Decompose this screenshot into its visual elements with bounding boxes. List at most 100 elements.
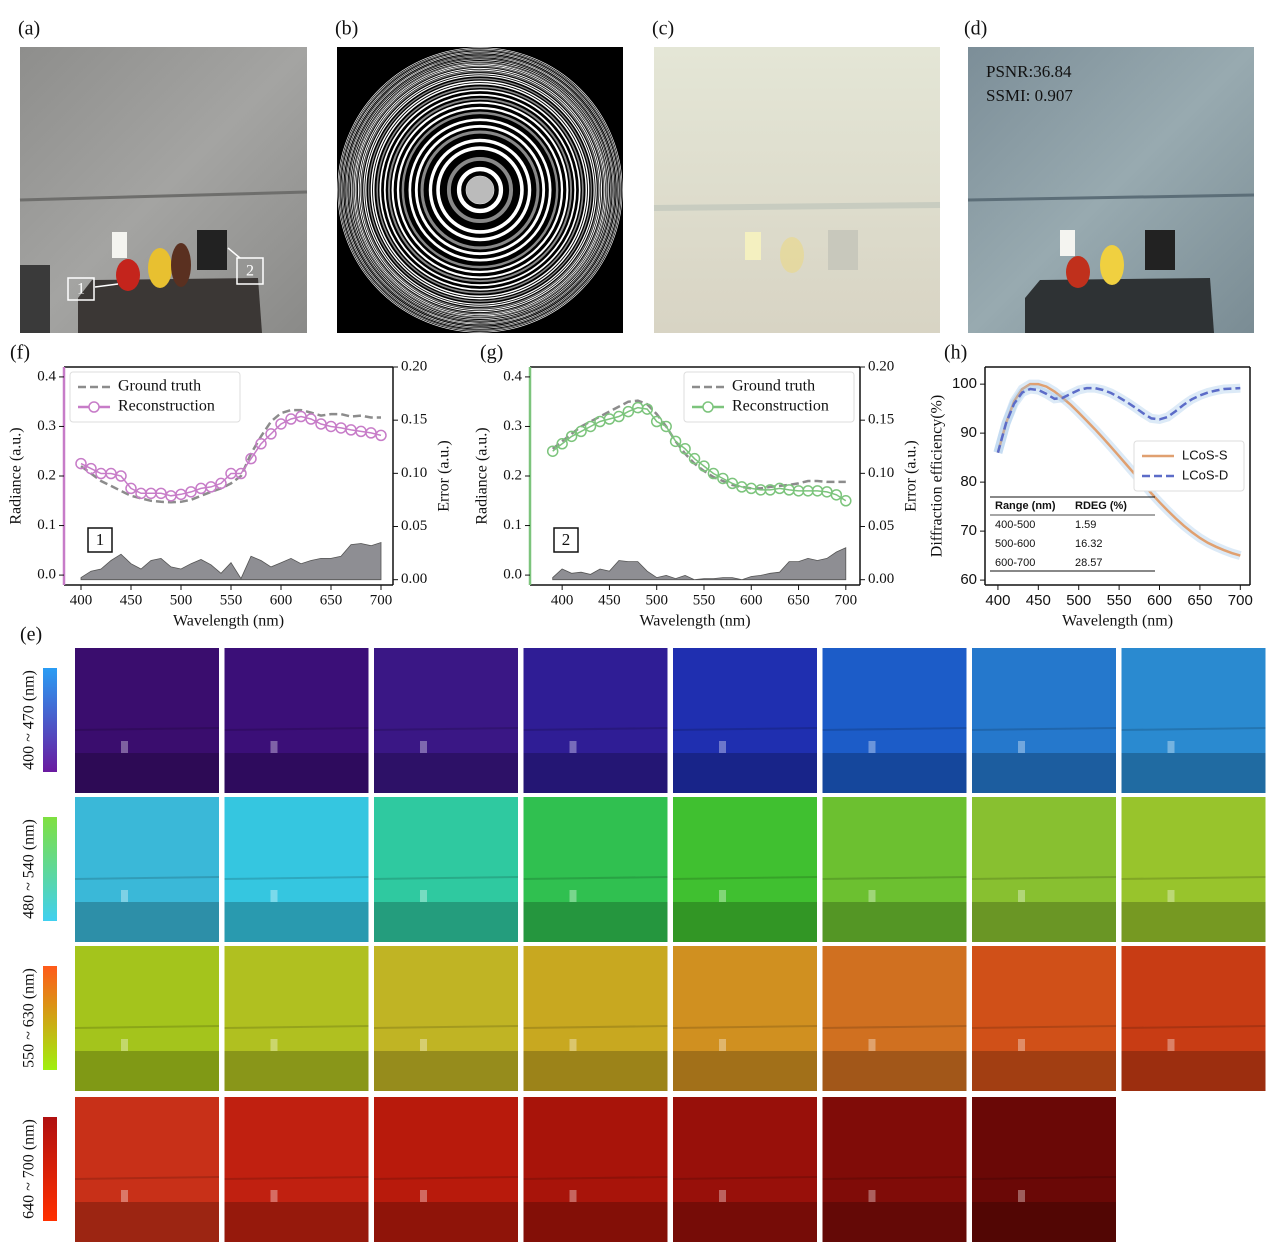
ring (345, 55, 615, 325)
tile-lamp (868, 1039, 876, 1051)
y-axis-title: Diffraction efficiency(%) (929, 395, 946, 557)
ring (349, 59, 611, 321)
spectral-tile (673, 648, 817, 793)
tile-shade (75, 1202, 219, 1242)
y2-tick-label: 0.15 (401, 412, 427, 428)
tile-edge (523, 876, 668, 880)
ring (344, 54, 616, 326)
marker (255, 438, 267, 450)
ring (361, 71, 599, 309)
ring (396, 106, 564, 274)
tile-shade (673, 753, 817, 793)
legend-label: LCoS-S (1182, 447, 1228, 462)
ring (401, 111, 559, 269)
marker (205, 481, 217, 493)
x-tick-label: 500 (170, 592, 193, 608)
tile-shade (1121, 1051, 1266, 1091)
tile-lamp (420, 741, 427, 753)
y-tick-label: 80 (960, 473, 977, 490)
y-tick-label: 0.2 (37, 467, 56, 483)
colorbar (43, 1117, 57, 1221)
ring-center (466, 176, 494, 204)
scene-image (19, 47, 308, 333)
spectral-tile (75, 1097, 219, 1242)
tile-lamp (1018, 1039, 1025, 1051)
marker (641, 403, 653, 415)
legend-marker (702, 401, 714, 413)
tile-lamp (569, 1190, 577, 1202)
tile-shade (523, 1051, 668, 1091)
legend-marker (88, 401, 100, 413)
table-header: RDEG (%) (1075, 500, 1127, 512)
series-line (552, 406, 847, 502)
marker (75, 457, 87, 470)
x-tick-label: 550 (693, 592, 716, 608)
y-tick-label: 0.0 (503, 567, 522, 583)
spectral-tile (75, 946, 219, 1091)
ring (353, 63, 607, 317)
legend-label: Reconstruction (732, 398, 829, 415)
marker (669, 435, 682, 448)
y-tick-label: 0.1 (37, 517, 56, 533)
tile-lamp (1018, 741, 1025, 753)
panel-label: (e) (20, 624, 42, 646)
tile-lamp (719, 1039, 726, 1051)
x-tick-label: 600 (1147, 592, 1172, 609)
ring (363, 73, 597, 307)
marker (565, 430, 578, 443)
tile-lamp (719, 890, 726, 902)
ring (346, 56, 614, 324)
y-axis-title: Radiance (a.u.) (474, 427, 491, 524)
tile-edge (672, 727, 818, 731)
error-area (552, 547, 847, 581)
y-tick-label: 100 (952, 375, 977, 392)
spectral-tile (374, 946, 518, 1091)
ring (408, 118, 552, 262)
tile-shade (673, 1051, 817, 1091)
x-axis-title: Wavelength (nm) (639, 613, 750, 630)
ring (354, 64, 606, 316)
y-tick-label: 60 (960, 571, 977, 588)
spectral-tile (75, 648, 219, 793)
y2-tick-label: 0.20 (868, 358, 894, 374)
tile-shade (75, 753, 219, 793)
marker (613, 410, 625, 423)
marker (660, 420, 672, 433)
ring (370, 80, 590, 300)
tile-shade (374, 1202, 518, 1242)
tile-shade (822, 753, 967, 793)
metric-text: PSNR:36.84 (986, 62, 1072, 81)
y-tick-label: 0.4 (37, 368, 56, 384)
x-tick-label: 500 (645, 592, 668, 608)
tile-shade (972, 753, 1116, 793)
marker (215, 477, 227, 490)
tile-lamp (121, 1039, 128, 1051)
annotation: 1 (96, 530, 105, 549)
tile-edge (224, 1176, 369, 1180)
spectral-tile (374, 648, 518, 793)
ring (387, 97, 573, 283)
tile-edge (523, 727, 668, 731)
ring (337, 47, 623, 333)
marker (125, 482, 137, 495)
legend-box (69, 371, 241, 423)
marker (622, 405, 635, 418)
ring (373, 83, 587, 297)
x-axis-title: Wavelength (nm) (173, 613, 284, 630)
tile-edge (672, 1025, 818, 1029)
spectral-tile (523, 648, 668, 793)
x-tick-label: 400 (551, 592, 574, 608)
x-tick-label: 450 (598, 592, 621, 608)
ring (365, 75, 595, 305)
tile-lamp (121, 741, 128, 753)
ring (391, 101, 569, 279)
tile-edge (523, 1025, 668, 1029)
y2-tick-label: 0.20 (401, 358, 427, 374)
tile-lamp (121, 890, 128, 902)
metric-text: SSMI: 0.907 (986, 86, 1073, 105)
y2-tick-label: 0.00 (401, 571, 427, 587)
y2-tick-label: 0.00 (868, 571, 894, 587)
tile-shade (673, 902, 817, 942)
marker (375, 429, 387, 442)
ring (341, 51, 619, 329)
